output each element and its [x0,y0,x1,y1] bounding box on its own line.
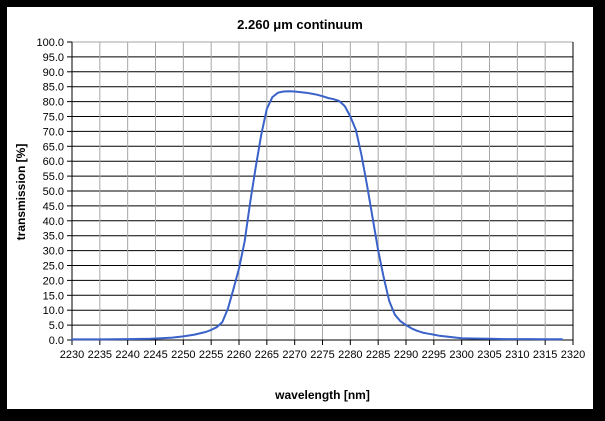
x-tick-label: 2245 [143,349,167,361]
y-tick-label: 75.0 [43,112,64,124]
y-tick-label: 5.0 [49,320,64,332]
y-tick-label: 50.0 [43,186,64,198]
y-axis-title: transmission [%] [14,143,28,241]
x-tick-label: 2295 [422,349,446,361]
y-tick-label: 65.0 [43,141,64,153]
y-tick-label: 55.0 [43,171,64,183]
y-tick-label: 70.0 [43,126,64,138]
y-tick-label: 30.0 [43,246,64,258]
x-tick-label: 2315 [533,349,557,361]
y-tick-label: 10.0 [43,305,64,317]
x-tick-label: 2240 [115,349,139,361]
x-tick-label: 2260 [227,349,251,361]
y-tick-label: 20.0 [43,275,64,287]
y-tick-label: 15.0 [43,290,64,302]
y-tick-label: 100.0 [36,37,64,49]
chart-area: 2.260 μm continuum 0.0 5.0 10.0 15.0 20.0 25.… [7,7,593,409]
x-tick-label: 2310 [505,349,529,361]
y-tick-label: 60.0 [43,156,64,168]
y-tick-label: 40.0 [43,216,64,228]
y-tick-label: 45.0 [43,201,64,213]
plot-area: 0.0 5.0 10.0 15.0 20.0 25.0 30.0 35.0 40.0 45.0 50… [36,37,585,361]
x-tick-label: 2250 [171,349,195,361]
x-tick-label: 2255 [199,349,223,361]
y-tick-label: 25.0 [43,261,64,273]
y-tick-label: 35.0 [43,231,64,243]
y-tick-label: 0.0 [49,335,64,347]
x-axis-title: wavelength [nm] [275,388,370,402]
x-tick-label: 2320 [561,349,585,361]
y-tick-label: 90.0 [43,67,64,79]
x-tick-label: 2290 [394,349,418,361]
x-tick-label: 2270 [282,349,306,361]
chart-title: 2.260 μm continuum [237,17,363,32]
x-tick-label: 2265 [255,349,279,361]
y-tick-label: 80.0 [43,97,64,109]
y-tick-label: 85.0 [43,82,64,94]
x-tick-label: 2275 [310,349,334,361]
y-tick-label: 95.0 [43,52,64,64]
x-tick-label: 2305 [477,349,501,361]
x-tick-label: 2300 [449,349,473,361]
x-tick-label: 2280 [338,349,362,361]
x-tick-label: 2285 [366,349,390,361]
transmission-curve [71,90,563,341]
x-tick-label: 2235 [88,349,112,361]
x-tick-label: 2230 [60,349,84,361]
